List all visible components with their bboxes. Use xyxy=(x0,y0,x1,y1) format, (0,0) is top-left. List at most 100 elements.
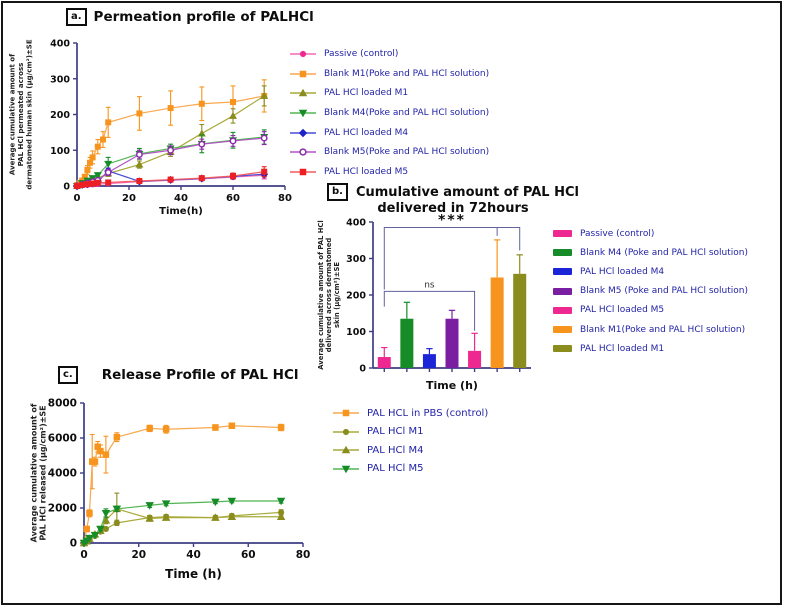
legend-label: Blank M4 (Poke and PAL HCl solution) xyxy=(580,247,748,258)
series-pal-hcl-m5 xyxy=(79,497,286,548)
series-pal-hcl-in-pbs-control- xyxy=(80,422,285,547)
pbs-control-marker-icon xyxy=(333,407,359,419)
legend-label: Passive (control) xyxy=(324,48,399,59)
svg-text:300: 300 xyxy=(50,74,70,85)
svg-text:4000: 4000 xyxy=(48,468,77,480)
svg-text:0: 0 xyxy=(74,193,81,204)
svg-text:60: 60 xyxy=(241,549,256,561)
blank-m1-swatch-icon xyxy=(553,326,572,334)
legend-label: PAL HCl loaded M5 xyxy=(324,166,409,177)
svg-text:Time (h): Time (h) xyxy=(426,379,478,392)
legend-label: PAL HCl loaded M4 xyxy=(580,266,665,277)
legend-item: PAL HCl loaded M4 xyxy=(290,123,489,143)
panel-c-header: c. Release Profile of PAL HCl xyxy=(58,366,298,384)
legend-label: Passive (control) xyxy=(580,228,655,239)
legend-item: Blank M5 (Poke and PAL HCl solution) xyxy=(553,282,748,301)
legend-label: Blank M5(Poke and PAL HCl solution) xyxy=(324,147,490,158)
legend-item: Blank M1(Poke and PAL HCl solution) xyxy=(553,320,748,339)
series-pal-hcl-loaded-m5 xyxy=(74,166,268,189)
legend-item: PAL HCl loaded M1 xyxy=(553,339,748,358)
blank-m4-marker-icon xyxy=(290,107,316,119)
loaded-m1-swatch-icon xyxy=(553,345,572,353)
svg-text:0: 0 xyxy=(70,538,77,550)
pal-m4-marker-icon xyxy=(333,444,359,456)
legend-item: PAL HCl M5 xyxy=(333,460,488,479)
blank-m5-swatch-icon xyxy=(553,287,572,295)
legend-label: Blank M4(Poke and PAL HCl solution) xyxy=(324,107,490,118)
pal-m1-marker-icon xyxy=(333,426,359,438)
significance-bracket: *** xyxy=(383,212,521,290)
svg-text:Time (h): Time (h) xyxy=(165,567,222,581)
legend-item: PAL HCl M1 xyxy=(333,423,488,442)
panel-b-title-line1: Cumulative amount of PAL HCl xyxy=(355,184,579,200)
legend-item: PAL HCl loaded M5 xyxy=(290,162,489,182)
svg-text:60: 60 xyxy=(226,193,240,204)
svg-text:300: 300 xyxy=(346,254,366,265)
svg-text:80: 80 xyxy=(296,549,311,561)
loaded-m5-swatch-icon xyxy=(553,306,572,314)
blank-m1-marker-icon xyxy=(290,68,316,80)
legend-item: Passive (control) xyxy=(553,224,748,243)
bar-pal-hcl-loaded-m4 xyxy=(422,348,436,368)
legend-label: PAL HCl M1 xyxy=(367,426,424,438)
bar-blank-m5-poke-and-pal-hcl-solution- xyxy=(445,309,459,368)
permeation-legend: Passive (control) Blank M1(Poke and PAL … xyxy=(290,44,489,182)
legend-label: PAL HCl loaded M1 xyxy=(324,88,409,99)
panel-b-label: b. xyxy=(327,183,348,201)
svg-text:100: 100 xyxy=(346,327,366,338)
legend-label: PAL HCl loaded M5 xyxy=(580,305,665,316)
series-blank-m1-poke-and-pal-hcl-solution- xyxy=(74,79,268,189)
cumulative-bar-chart: 0 100 200 300 400 Average cumulative amount o… xyxy=(317,212,531,392)
legend-label: PAL HCl loaded M4 xyxy=(324,127,409,138)
svg-text:6000: 6000 xyxy=(48,433,77,445)
panel-c-label: c. xyxy=(58,366,78,384)
legend-label: Blank M1(Poke and PAL HCl solution) xyxy=(324,68,490,79)
svg-text:Time(h): Time(h) xyxy=(159,206,203,217)
legend-item: Blank M1(Poke and PAL HCl solution) xyxy=(290,64,489,84)
loaded-m1-marker-icon xyxy=(290,87,316,99)
loaded-m4-marker-icon xyxy=(290,127,316,139)
legend-item: PAL HCl M4 xyxy=(333,441,488,460)
legend-item: PAL HCL in PBS (control) xyxy=(333,404,488,423)
svg-text:0: 0 xyxy=(63,182,70,193)
panel-a-header: a. Permeation profile of PALHCl xyxy=(66,8,314,26)
svg-text:400: 400 xyxy=(346,218,366,229)
svg-text:20: 20 xyxy=(131,549,146,561)
svg-text:200: 200 xyxy=(50,110,70,121)
panel-a-title: Permeation profile of PALHCl xyxy=(93,9,314,25)
legend-label: PAL HCl M4 xyxy=(367,444,424,456)
bar-pal-hcl-loaded-m1 xyxy=(513,254,527,368)
svg-text:40: 40 xyxy=(186,549,201,561)
bar-blank-m4-poke-and-pal-hcl-solution- xyxy=(400,301,414,368)
significance-bracket: ns xyxy=(383,280,476,331)
release-legend: PAL HCL in PBS (control) PAL HCl M1 PAL … xyxy=(333,404,488,478)
svg-text:8000: 8000 xyxy=(48,398,77,410)
panel-a-label: a. xyxy=(66,8,87,26)
legend-item: PAL HCl loaded M5 xyxy=(553,301,748,320)
legend-label: PAL HCl M5 xyxy=(367,463,424,475)
legend-label: PAL HCL in PBS (control) xyxy=(367,407,489,419)
bar-pal-hcl-loaded-m5 xyxy=(468,332,482,368)
legend-item: PAL HCl loaded M4 xyxy=(553,262,748,281)
loaded-m5-marker-icon xyxy=(290,166,316,178)
legend-item: Passive (control) xyxy=(290,44,489,64)
svg-text:200: 200 xyxy=(346,291,366,302)
legend-item: Blank M4 (Poke and PAL HCl solution) xyxy=(553,243,748,262)
legend-item: PAL HCl loaded M1 xyxy=(290,83,489,103)
svg-text:80: 80 xyxy=(278,193,292,204)
legend-label: PAL HCl loaded M1 xyxy=(580,343,665,354)
bar-passive-control- xyxy=(377,346,391,368)
panel-b-title-line2: delivered in 72hours xyxy=(377,201,529,216)
panel-b-header: b. Cumulative amount of PAL HCl delivere… xyxy=(326,183,580,216)
svg-text:100: 100 xyxy=(50,146,70,157)
panel-c-title: Release Profile of PAL HCl xyxy=(101,367,299,383)
blank-m5-marker-icon xyxy=(290,146,316,158)
loaded-m4-swatch-icon xyxy=(553,268,572,276)
passive-marker-icon xyxy=(290,48,316,60)
